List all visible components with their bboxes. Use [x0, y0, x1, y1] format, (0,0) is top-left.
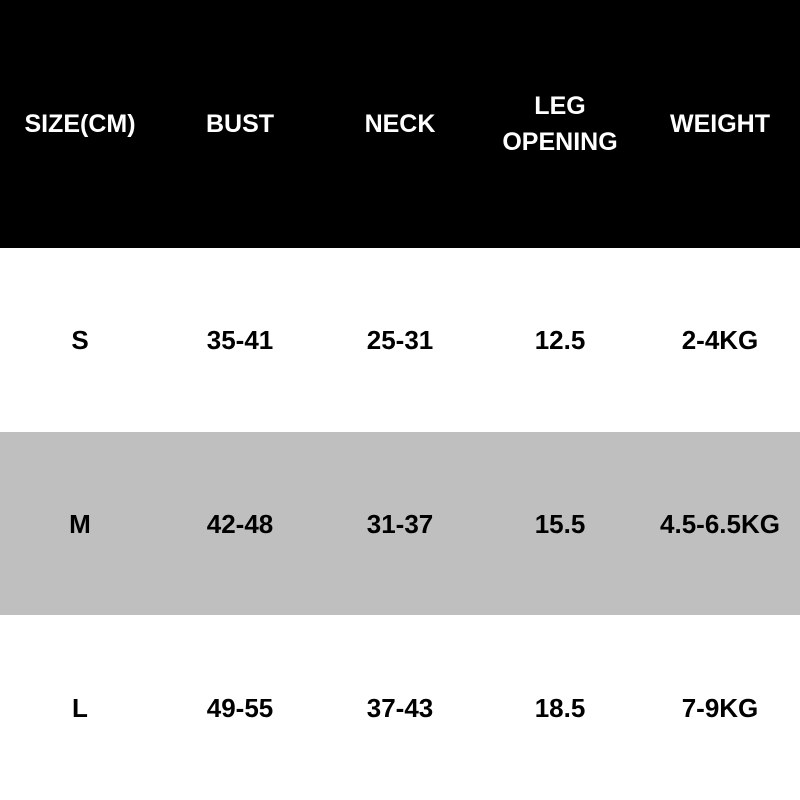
cell-weight: 4.5-6.5KG: [660, 508, 780, 539]
cell-leg-opening: 15.5: [534, 508, 586, 539]
table-row: M 42-48 31-37 15.5 4.5-6.5KG: [0, 432, 800, 615]
cell-neck: 37-43: [366, 692, 434, 723]
header-text: NECK: [364, 110, 436, 138]
cell-leg-opening: 12.5: [534, 325, 586, 355]
cell-bust: 35-41: [206, 325, 274, 355]
header-size: SIZE(CM): [0, 106, 160, 142]
cell-leg-opening: 18.5: [534, 692, 586, 723]
cell-neck: 25-31: [366, 325, 434, 355]
header-text: LEG: [534, 92, 586, 120]
header-text: BUST: [205, 110, 275, 138]
cell-size: L: [72, 692, 88, 723]
table-row: S 35-41 25-31 12.5 2-4KG: [0, 248, 800, 432]
cell-bust: 49-55: [206, 692, 274, 723]
cell-size: S: [71, 325, 89, 355]
header-text: OPENING: [502, 128, 618, 156]
cell-neck: 31-37: [366, 508, 434, 539]
table-row: L 49-55 37-43 18.5 7-9KG: [0, 615, 800, 800]
header-text: WEIGHT: [670, 110, 770, 138]
header-leg-opening: LEG OPENING: [480, 88, 640, 160]
header-row: SIZE(CM) BUST NECK LEG OPENING WEIGHT: [0, 0, 800, 248]
cell-weight: 2-4KG: [681, 325, 759, 355]
cell-bust: 42-48: [206, 508, 274, 539]
cell-size: M: [69, 508, 91, 539]
header-text: SIZE(CM): [24, 110, 136, 138]
header-neck: NECK: [320, 106, 480, 142]
cell-weight: 7-9KG: [681, 692, 759, 723]
header-weight: WEIGHT: [640, 106, 800, 142]
header-bust: BUST: [160, 106, 320, 142]
